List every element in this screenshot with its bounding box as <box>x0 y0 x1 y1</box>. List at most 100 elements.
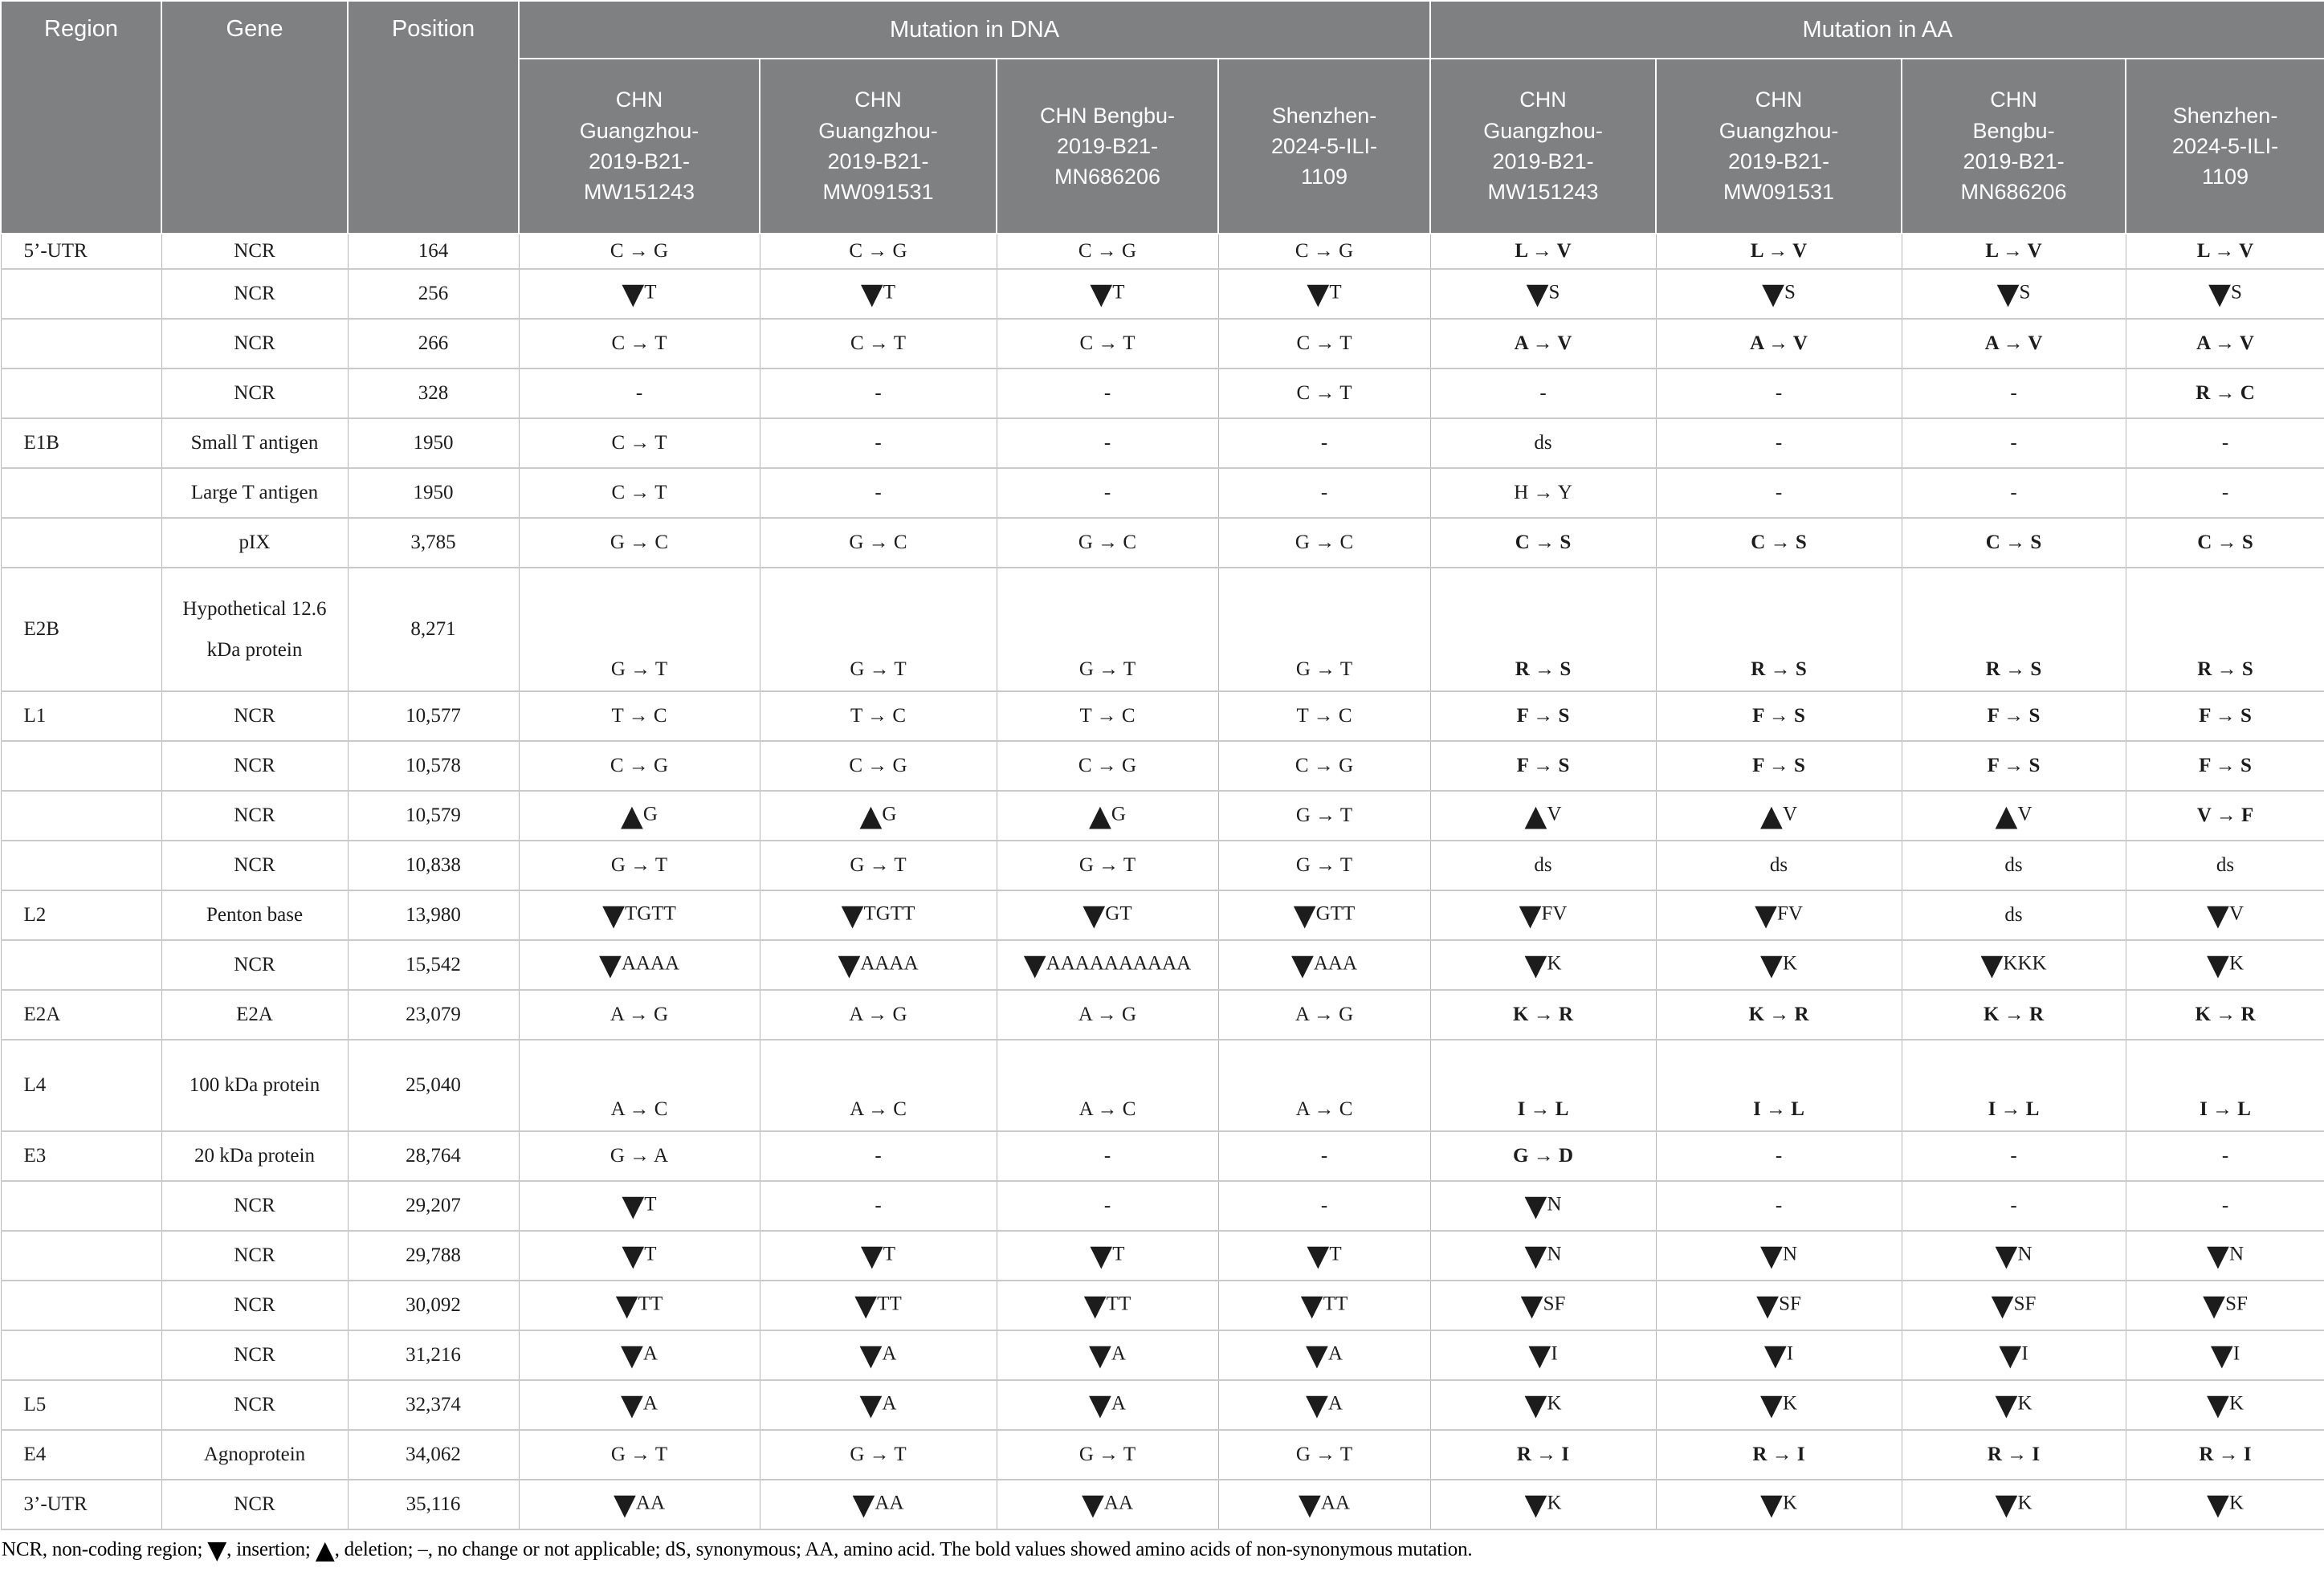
insertion-triangle-icon: ▼ <box>2208 275 2232 311</box>
insertion-triangle-icon: ▼ <box>1755 897 1777 932</box>
table-row: NCR 10,838 G → T G → T G → T G → T ds ds… <box>0 840 2324 891</box>
dna-mutation-cell: ▲G <box>996 790 1219 841</box>
dna-mutation-cell: ▼T <box>518 1180 760 1232</box>
dna-mutation-cell: ▼A <box>996 1379 1219 1431</box>
region-cell <box>0 268 162 320</box>
strain-header-dna-4: Shenzhen- 2024-5-ILI- 1109 <box>1217 58 1432 234</box>
dna-mutation-cell: A → C <box>1217 1039 1431 1132</box>
insertion-triangle-icon: ▼ <box>2203 1287 2226 1322</box>
dna-mutation-cell: C → G <box>759 233 997 270</box>
aa-mutation-cell: L → V <box>1429 233 1657 270</box>
position-cell: 10,838 <box>347 840 520 891</box>
aa-mutation-cell: - <box>1429 368 1657 419</box>
aa-mutation-cell: ▼SF <box>1655 1280 1902 1331</box>
insertion-triangle-icon: ▼ <box>1307 275 1330 311</box>
aa-mutation-cell: F → S <box>1429 740 1657 792</box>
region-cell <box>0 1280 162 1331</box>
strain-header-aa-1: CHN Guangzhou- 2019-B21- MW151243 <box>1429 58 1657 234</box>
region-cell <box>0 790 162 841</box>
table-row: L4 100 kDa protein 25,040 A → C A → C A … <box>0 1039 2324 1132</box>
dna-mutation-cell: A → G <box>759 989 997 1041</box>
insertion-triangle-icon: ▼ <box>859 1387 883 1422</box>
dna-mutation-cell: - <box>759 467 997 519</box>
aa-mutation-cell: ▼I <box>1901 1330 2126 1381</box>
aa-mutation-cell: ▲V <box>1901 790 2126 841</box>
position-cell: 1950 <box>347 467 520 519</box>
dna-mutation-cell: C → T <box>518 417 760 469</box>
position-cell: 15,542 <box>347 939 520 991</box>
region-cell: L1 <box>0 690 162 742</box>
position-cell: 8,271 <box>347 567 520 692</box>
dna-mutation-cell: C → G <box>1217 740 1431 792</box>
dna-mutation-cell: - <box>996 368 1219 419</box>
gene-cell: 20 kDa protein <box>161 1130 349 1182</box>
aa-mutation-cell: R → S <box>2125 567 2324 692</box>
gene-cell: Hypothetical 12.6 kDa protein <box>161 567 349 692</box>
insertion-triangle-icon: ▼ <box>1082 1486 1104 1521</box>
insertion-triangle-icon: ▼ <box>622 1237 645 1273</box>
insertion-triangle-icon: ▼ <box>1090 275 1113 311</box>
insertion-triangle-icon: ▼ <box>2207 1237 2229 1273</box>
insertion-triangle-icon: ▼ <box>622 275 645 311</box>
aa-mutation-cell: R → I <box>1655 1429 1902 1480</box>
region-cell <box>0 318 162 369</box>
dna-mutation-cell: ▼TT <box>759 1280 997 1331</box>
gene-cell: pIX <box>161 517 349 568</box>
dna-mutation-cell: ▼AA <box>518 1479 760 1530</box>
gene-cell: NCR <box>161 1330 349 1381</box>
aa-mutation-cell: C → S <box>1655 517 1902 568</box>
table-row: 3’-UTR NCR 35,116 ▼AA ▼AA ▼AA ▼AA ▼K ▼K … <box>0 1479 2324 1530</box>
dna-mutation-cell: ▼T <box>518 1230 760 1281</box>
insertion-triangle-icon: ▼ <box>1306 1337 1328 1372</box>
insertion-triangle-icon: ▼ <box>1996 275 2020 311</box>
gene-cell: NCR <box>161 1230 349 1281</box>
gene-cell: Small T antigen <box>161 417 349 469</box>
table-row: pIX 3,785 G → C G → C G → C G → C C → S … <box>0 517 2324 568</box>
deletion-triangle-icon: ▲ <box>1760 797 1783 833</box>
insertion-triangle-icon: ▼ <box>1082 897 1106 932</box>
region-cell <box>0 1330 162 1381</box>
aa-mutation-cell: A → V <box>1429 318 1657 369</box>
region-cell: E2B <box>0 567 162 692</box>
position-cell: 328 <box>347 368 520 419</box>
strain-header-aa-3: CHN Bengbu- 2019-B21- MN686206 <box>1901 58 2127 234</box>
aa-mutation-cell: L → V <box>1655 233 1902 270</box>
dna-mutation-cell: C → G <box>996 233 1219 270</box>
position-cell: 256 <box>347 268 520 320</box>
aa-mutation-cell: - <box>1655 417 1902 469</box>
insertion-triangle-icon: ▼ <box>1995 1486 2018 1521</box>
dna-mutation-cell: ▼TGTT <box>518 890 760 941</box>
aa-mutation-cell: L → V <box>1901 233 2126 270</box>
dna-mutation-cell: ▼T <box>759 268 997 320</box>
aa-mutation-cell: F → S <box>2125 740 2324 792</box>
aa-mutation-cell: ▼I <box>2125 1330 2324 1381</box>
dna-mutation-cell: ▼TT <box>518 1280 760 1331</box>
position-cell: 164 <box>347 233 520 270</box>
aa-mutation-cell: I → L <box>2125 1039 2324 1132</box>
insertion-triangle-icon: ▼ <box>1980 947 2004 982</box>
insertion-triangle-icon: ▼ <box>207 1536 227 1565</box>
dna-mutation-cell: ▼T <box>759 1230 997 1281</box>
insertion-triangle-icon: ▼ <box>1524 1237 1547 1273</box>
insertion-triangle-icon: ▼ <box>1760 947 1783 982</box>
insertion-triangle-icon: ▼ <box>1526 275 1549 311</box>
table-row: E2B Hypothetical 12.6 kDa protein 8,271 … <box>0 567 2324 692</box>
table-row: NCR 15,542 ▼AAAA ▼AAAA ▼AAAAAAAAAA ▼AAA … <box>0 939 2324 991</box>
position-cell: 34,062 <box>347 1429 520 1480</box>
region-cell: 5’-UTR <box>0 233 162 270</box>
position-cell: 266 <box>347 318 520 369</box>
column-header-region: Region <box>0 0 162 234</box>
gene-cell: NCR <box>161 1379 349 1431</box>
gene-cell: Agnoprotein <box>161 1429 349 1480</box>
insertion-triangle-icon: ▼ <box>1290 947 1314 982</box>
aa-mutation-cell: ▼FV <box>1429 890 1657 941</box>
region-cell <box>0 368 162 419</box>
aa-mutation-cell: ds <box>1655 840 1902 891</box>
aa-mutation-cell: F → S <box>2125 690 2324 742</box>
position-cell: 10,578 <box>347 740 520 792</box>
table-row: E3 20 kDa protein 28,764 G → A - - - G →… <box>0 1130 2324 1182</box>
group-header-mutation-in-dna: Mutation in DNA <box>517 0 1432 59</box>
strain-header-dna-2: CHN Guangzhou- 2019-B21- MW091531 <box>759 58 997 234</box>
aa-mutation-cell: A → V <box>2125 318 2324 369</box>
dna-mutation-cell: G → T <box>996 1429 1219 1480</box>
